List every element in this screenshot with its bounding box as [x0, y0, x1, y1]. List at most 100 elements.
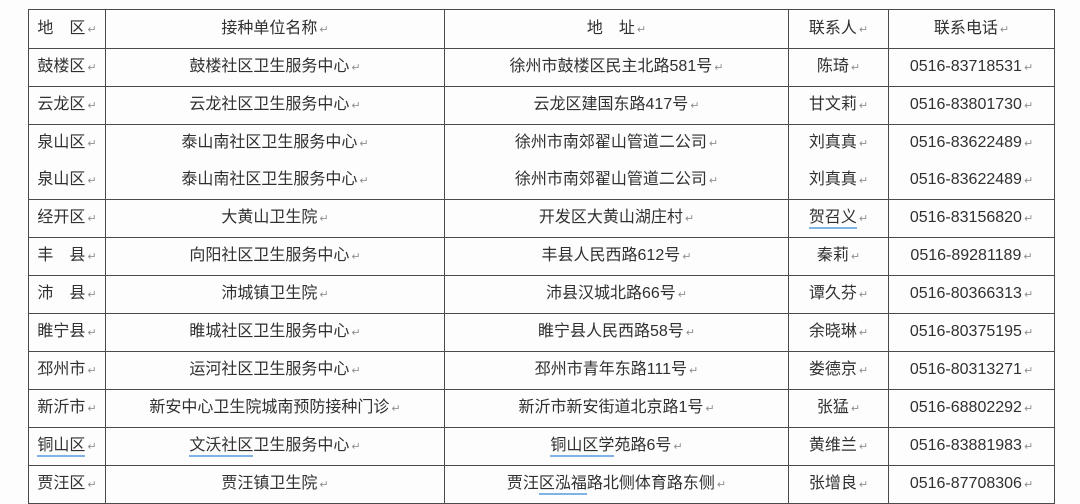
column-header-phone: 联系电话 ↵ [888, 9, 1055, 49]
paragraph-return-mark: ↵ [391, 402, 401, 415]
cell-line: 谭久芬 ↵ [791, 277, 886, 313]
paragraph-return-mark: ↵ [1023, 99, 1034, 112]
cell-line: 睢宁县人民西路58号 ↵ [447, 315, 786, 351]
paragraph-return-mark: ↵ [1023, 61, 1034, 74]
text-segment: 0516-89281189 [910, 247, 1022, 264]
paragraph-return-mark: ↵ [858, 478, 869, 491]
cell-line: 贾汪区泓福路北侧体育路东侧 ↵ [447, 467, 786, 503]
column-header-label: 地 址 [586, 19, 635, 37]
text-segment: 谭久芬 [808, 285, 857, 302]
text-segment: 沛 县 [37, 285, 86, 302]
paragraph-return-mark: ↵ [682, 250, 692, 263]
text-segment: 贾汪区 [37, 475, 86, 492]
text-segment: 秦莉 [816, 247, 849, 264]
table-row: 睢宁县 ↵ 睢城社区卫生服务中心 ↵ 睢宁县人民西路58号 ↵ 余晓琳 ↵ 0516-80375… [28, 313, 1055, 352]
cell-line: 睢城社区卫生服务中心 ↵ [108, 315, 442, 351]
cell-phone: 0516-87708306 ↵ [888, 465, 1055, 504]
table-row: 经开区 ↵ 大黄山卫生院 ↵ 开发区大黄山湖庄村 ↵ 贺召义 ↵ 0516-83156820 ↵ [28, 199, 1055, 238]
paragraph-return-mark: ↵ [351, 326, 361, 339]
text-segment: 沛县汉城北路66号 [545, 285, 676, 302]
cell-phone: 0516-89281189 ↵ [888, 237, 1055, 276]
cell-name: 泰山南社区卫生服务中心 ↵ 泰山南社区卫生服务中心 ↵ [105, 124, 445, 200]
paragraph-return-mark: ↵ [351, 250, 361, 263]
paragraph-return-mark: ↵ [1023, 288, 1034, 301]
paragraph-return-mark: ↵ [673, 440, 683, 453]
header-row: 地 区 ↵ 接种单位名称 ↵ 地 址 ↵ 联系人 ↵ 联系电话 ↵ [28, 9, 1055, 49]
cell-line: 新安中心卫生院城南预防接种门诊 ↵ [108, 391, 442, 427]
table-row: 鼓楼区 ↵ 鼓楼社区卫生服务中心 ↵ 徐州市鼓楼区民主北路581号 ↵ 陈琦 ↵ 0516-83… [28, 48, 1055, 87]
text-segment: 丰县人民西路612号 [541, 247, 681, 264]
paragraph-return-mark: ↵ [999, 22, 1010, 36]
cell-line: 刘真真 ↵ [791, 126, 886, 163]
paragraph-return-mark: ↵ [677, 288, 688, 301]
text-segment: 邳州市青年东路111号 [534, 361, 688, 378]
cell-district: 泉山区 ↵ 泉山区 ↵ [28, 124, 106, 200]
cell-name: 云龙社区卫生服务中心 ↵ [105, 86, 445, 125]
cell-line: 张猛 ↵ [791, 391, 886, 427]
text-segment: 0516-68802292 [909, 399, 1022, 416]
table-header: 地 区 ↵ 接种单位名称 ↵ 地 址 ↵ 联系人 ↵ 联系电话 ↵ [28, 9, 1055, 49]
cell-contact: 谭久芬 ↵ [788, 275, 889, 314]
cell-line: 徐州市南郊翟山管道二公司 ↵ [447, 126, 786, 163]
cell-contact: 张增良 ↵ [788, 465, 889, 504]
cell-name: 向阳社区卫生服务中心 ↵ [105, 237, 445, 276]
paragraph-return-mark: ↵ [858, 440, 869, 453]
table-row: 丰 县 ↵ 向阳社区卫生服务中心 ↵ 丰县人民西路612号 ↵ 秦莉 ↵ 0516-892811… [28, 237, 1055, 276]
cell-address: 云龙区建国东路417号 ↵ [444, 86, 789, 125]
cell-line: 铜山区 ↵ [31, 429, 103, 465]
cell-phone: 0516-83801730 ↵ [888, 86, 1055, 125]
cell-line: 沛城镇卫生院 ↵ [108, 277, 442, 313]
text-segment: 泉山区 [37, 171, 86, 188]
cell-line: 云龙区建国东路417号 ↵ [447, 88, 786, 124]
text-segment: 路北侧体育路东侧 [586, 475, 715, 492]
table-row: 铜山区 ↵ 文沃社区卫生服务中心 ↵ 铜山区学苑路6号 ↵ 黄维兰 ↵ 0516-8388198… [28, 427, 1055, 466]
text-segment: 0516-83881983 [909, 437, 1022, 454]
text-segment: 贾汪镇卫生院 [221, 475, 318, 492]
cell-line: 贺召义 ↵ [791, 201, 886, 237]
cell-phone: 0516-83881983 ↵ [888, 427, 1055, 466]
paragraph-return-mark: ↵ [689, 364, 699, 377]
cell-line: 0516-80366313 ↵ [891, 277, 1052, 313]
paragraph-return-mark: ↵ [1023, 174, 1034, 187]
paragraph-return-mark: ↵ [685, 326, 696, 339]
text-segment: 泰山南社区卫生服务中心 [181, 171, 358, 188]
cell-line: 刘真真 ↵ [791, 162, 886, 199]
paragraph-return-mark: ↵ [705, 402, 715, 415]
paragraph-return-mark: ↵ [87, 61, 97, 74]
cell-address: 徐州市鼓楼区民主北路581号 ↵ [444, 48, 789, 87]
cell-line: 文沃社区卫生服务中心 ↵ [108, 429, 442, 465]
paragraph-return-mark: ↵ [1023, 250, 1033, 263]
column-header-label: 联系电话 [933, 19, 998, 37]
cell-line: 丰县人民西路612号 ↵ [447, 239, 786, 275]
column-header-label: 接种单位名称 [221, 19, 318, 37]
paragraph-return-mark: ↵ [850, 61, 861, 74]
cell-address: 贾汪区泓福路北侧体育路东侧 ↵ [444, 465, 789, 504]
text-segment: 黄维兰 [808, 437, 857, 454]
paragraph-return-mark: ↵ [1023, 364, 1034, 377]
cell-line: 云龙社区卫生服务中心 ↵ [108, 88, 442, 124]
paragraph-return-mark: ↵ [858, 288, 869, 301]
paragraph-return-mark: ↵ [351, 440, 361, 453]
cell-contact: 余晓琳 ↵ [788, 313, 889, 352]
paragraph-return-mark: ↵ [1023, 137, 1034, 150]
underlined-text-segment: 铜山区学 [550, 437, 615, 457]
text-segment: 0516-80366313 [909, 285, 1022, 302]
cell-phone: 0516-80366313 ↵ [888, 275, 1055, 314]
text-segment: 云龙区 [37, 96, 86, 113]
paragraph-return-mark: ↵ [858, 174, 869, 187]
cell-line: 运河社区卫生服务中心 ↵ [108, 353, 442, 389]
cell-address: 邳州市青年东路111号 ↵ [444, 351, 789, 390]
column-header-district: 地 区 ↵ [28, 9, 106, 49]
cell-district: 鼓楼区 ↵ [28, 48, 106, 87]
underlined-text-segment: 区泓福 [538, 475, 587, 495]
paragraph-return-mark: ↵ [850, 250, 861, 263]
table-body: 鼓楼区 ↵ 鼓楼社区卫生服务中心 ↵ 徐州市鼓楼区民主北路581号 ↵ 陈琦 ↵ 0516-83… [28, 48, 1055, 504]
column-header-contact: 联系人 ↵ [788, 9, 889, 49]
paragraph-return-mark: ↵ [359, 137, 369, 150]
cell-line: 秦莉 ↵ [791, 239, 886, 275]
text-segment: 新沂市 [37, 399, 86, 416]
cell-line: 邳州市 ↵ [31, 353, 103, 389]
cell-line: 0516-68802292 ↵ [891, 391, 1052, 427]
underlined-text-segment: 文沃社区 [189, 437, 254, 457]
paragraph-return-mark: ↵ [858, 326, 869, 339]
